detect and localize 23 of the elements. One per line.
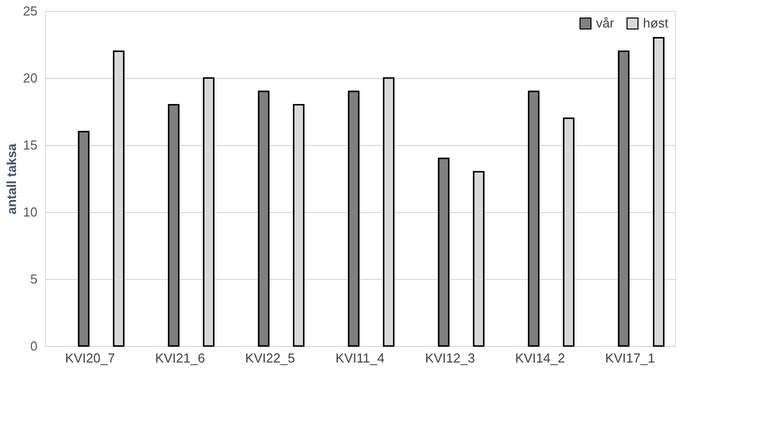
bar — [438, 158, 450, 347]
bar — [78, 130, 90, 347]
x-tick-label: KVI21_6 — [155, 350, 205, 366]
y-tick-label: 20 — [23, 70, 38, 86]
y-axis-title: antall taksa — [4, 142, 20, 214]
x-tick-label: KVI14_2 — [515, 350, 565, 366]
x-tick-label: KVI17_1 — [605, 350, 655, 366]
x-tick-label: KVI20_7 — [65, 350, 115, 366]
x-tick-label: KVI11_4 — [336, 350, 384, 366]
x-tick-label: KVI22_5 — [245, 350, 295, 366]
bar — [168, 104, 180, 347]
legend-label: høst — [643, 16, 669, 31]
y-tick-label: 15 — [23, 138, 38, 152]
bar — [348, 90, 360, 347]
y-tick-label: 5 — [30, 272, 38, 286]
y-tick-label: 10 — [23, 204, 38, 220]
bar — [528, 90, 540, 347]
bar — [258, 90, 270, 347]
x-tick-label: KVI12_3 — [425, 350, 475, 366]
y-tick-label: 0 — [30, 338, 38, 354]
bar — [618, 50, 630, 347]
y-tick-label: 25 — [23, 4, 38, 18]
legend-label: vår — [596, 16, 615, 31]
